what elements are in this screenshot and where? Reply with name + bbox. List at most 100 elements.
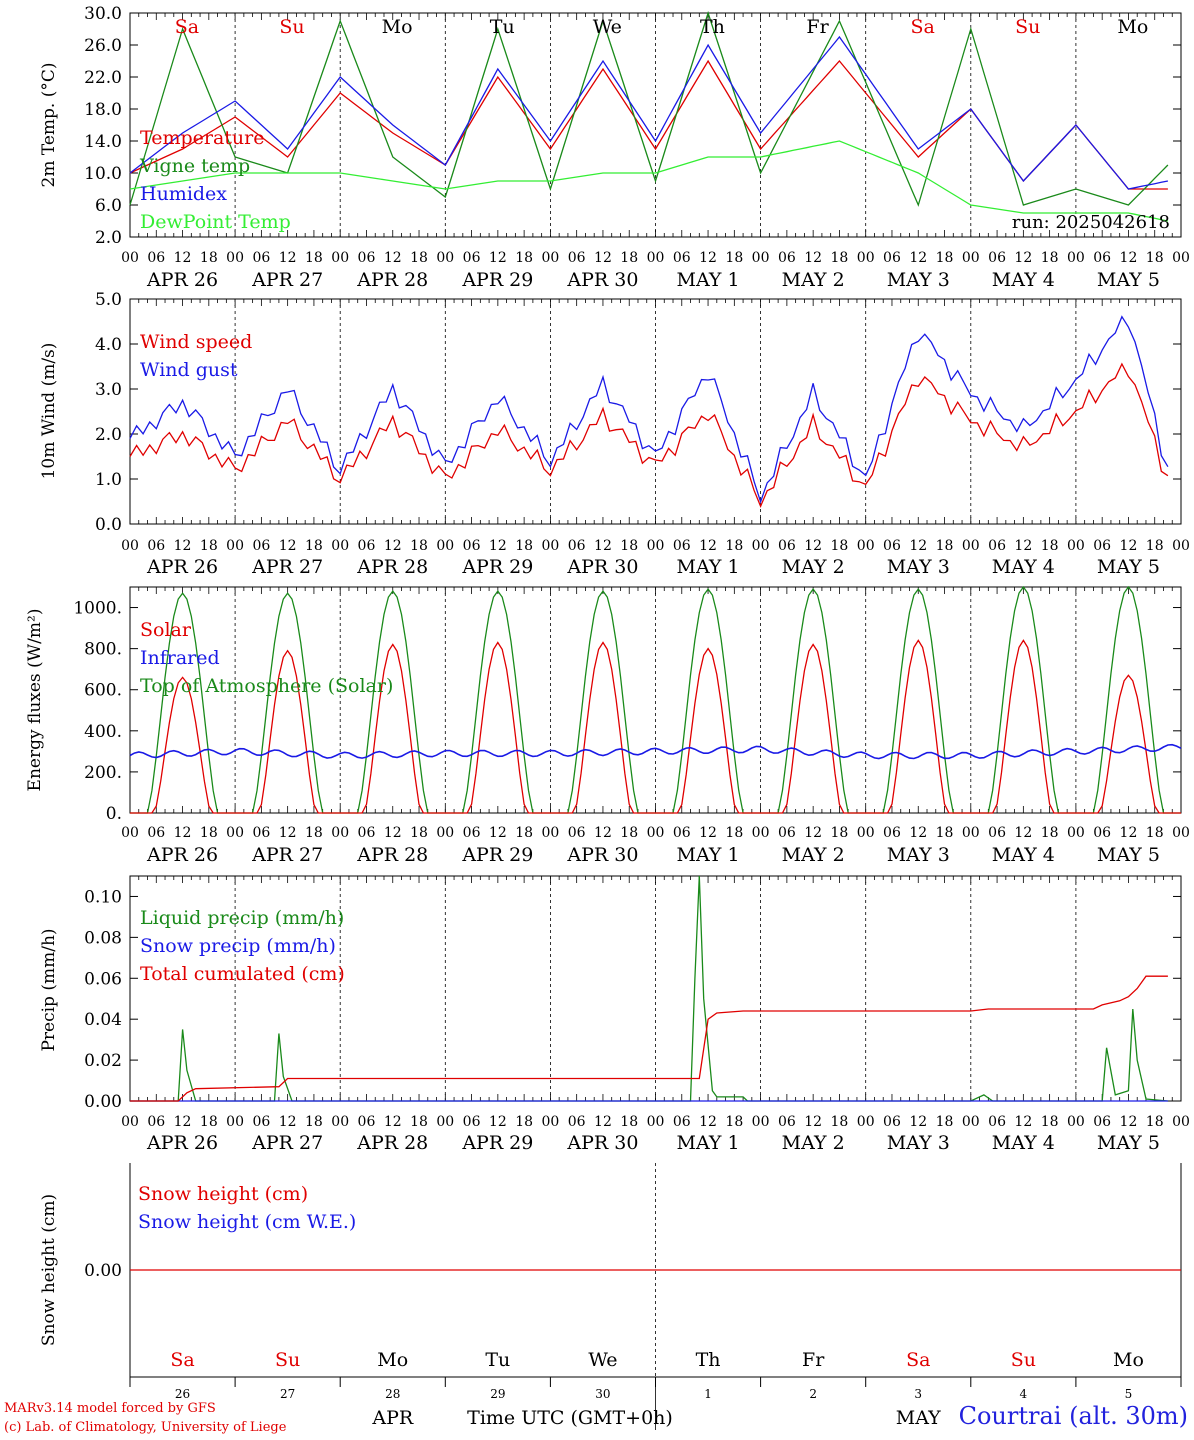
y-tick-label: 1.0 (95, 470, 122, 490)
series-wind-gust (129, 315, 1169, 504)
legend-entry: Snow height (cm W.E.) (138, 1211, 356, 1233)
date-label: APR 30 (566, 844, 638, 866)
x-tick-label: 06 (463, 250, 481, 266)
x-tick-label: 06 (883, 250, 901, 266)
x-tick-label: 00 (226, 1114, 244, 1130)
legend-entry: Vigne temp (139, 155, 250, 177)
date-label: MAY 2 (782, 844, 845, 866)
x-tick-label: 12 (804, 1114, 822, 1130)
date-label: MAY 2 (782, 556, 845, 578)
x-tick-label: 00 (226, 250, 244, 266)
x-tick-label: 00 (857, 1114, 875, 1130)
x-tick-label: 12 (279, 825, 297, 841)
day-name: Su (279, 16, 304, 38)
date-label: MAY 4 (992, 269, 1055, 291)
x-tick-label: 06 (568, 825, 586, 841)
series-total-cumulated-cm- (130, 975, 1168, 1102)
date-label: APR 27 (251, 269, 323, 291)
date-label: MAY 4 (992, 556, 1055, 578)
x-tick-label: 12 (384, 1114, 402, 1130)
day-name: Th (700, 16, 725, 38)
x-tick-label: 18 (936, 825, 954, 841)
x-tick-label: 06 (358, 825, 376, 841)
x-tick-label: 12 (1120, 1114, 1138, 1130)
legend-entry: Solar (140, 619, 192, 641)
x-tick-label: 12 (594, 825, 612, 841)
x-tick-label: 12 (384, 538, 402, 554)
x-tick-label: 06 (358, 250, 376, 266)
x-tick-label: 00 (647, 825, 665, 841)
x-tick-label: 18 (725, 825, 743, 841)
x-tick-label: 12 (279, 250, 297, 266)
legend-entry: Wind gust (140, 359, 238, 381)
x-tick-label: 06 (673, 825, 691, 841)
x-tick-label: 12 (279, 538, 297, 554)
day-name: Mo (1113, 1349, 1144, 1371)
y-tick-label: 10.0 (84, 164, 122, 184)
x-tick-label: 00 (1067, 250, 1085, 266)
x-tick-label: 00 (331, 250, 349, 266)
x-tick-label: 18 (1041, 1114, 1059, 1130)
date-label: MAY 2 (782, 269, 845, 291)
x-tick-label: 00 (962, 825, 980, 841)
series-humidex (129, 35, 1169, 190)
x-tick-label: 18 (515, 538, 533, 554)
x-tick-label: 06 (358, 1114, 376, 1130)
day-name: Sa (906, 1349, 930, 1371)
x-tick-label: 06 (1093, 825, 1111, 841)
date-label: APR 29 (461, 1132, 533, 1154)
x-tick-label: 12 (909, 1114, 927, 1130)
x-tick-label: 06 (988, 1114, 1006, 1130)
x-tick-label: 06 (147, 250, 165, 266)
x-tick-label: 00 (1067, 1114, 1085, 1130)
day-name: We (588, 1349, 617, 1371)
x-tick-label: 06 (568, 538, 586, 554)
y-tick-label: 14.0 (84, 132, 122, 152)
month-label-may: MAY (896, 1407, 941, 1429)
x-tick-label: 06 (1093, 1114, 1111, 1130)
date-label: APR 27 (251, 1132, 323, 1154)
y-tick-label: 0.04 (84, 1010, 122, 1030)
x-tick-label: 18 (305, 825, 323, 841)
date-label: MAY 3 (887, 1132, 950, 1154)
x-tick-label: 12 (489, 1114, 507, 1130)
x-tick-label: 06 (778, 825, 796, 841)
x-tick-label: 00 (331, 538, 349, 554)
date-label: MAY 5 (1097, 844, 1160, 866)
x-tick-label: 18 (936, 1114, 954, 1130)
x-tick-label: 18 (831, 1114, 849, 1130)
date-label: APR 26 (146, 269, 218, 291)
x-tick-label: 12 (384, 825, 402, 841)
date-label: MAY 3 (887, 269, 950, 291)
legend-entry: Humidex (140, 183, 227, 205)
x-tick-label: 00 (962, 250, 980, 266)
precip-y-axis-label: Precip (mm/h) (39, 928, 59, 1051)
x-tick-label: 06 (568, 1114, 586, 1130)
x-tick-label: 06 (883, 538, 901, 554)
day-number: 1 (704, 1387, 712, 1401)
y-tick-label: 0.00 (84, 1261, 122, 1281)
x-tick-label: 18 (305, 250, 323, 266)
date-label: APR 30 (566, 269, 638, 291)
date-label: APR 28 (356, 844, 428, 866)
date-label: APR 27 (251, 844, 323, 866)
y-tick-label: 0.06 (84, 969, 122, 989)
x-tick-label: 12 (699, 825, 717, 841)
day-name: Th (696, 1349, 721, 1371)
x-tick-label: 00 (436, 825, 454, 841)
x-tick-label: 06 (1093, 250, 1111, 266)
day-name: Su (1011, 1349, 1036, 1371)
date-label: MAY 3 (887, 844, 950, 866)
x-tick-label: 18 (725, 250, 743, 266)
x-tick-label: 06 (463, 1114, 481, 1130)
date-label: MAY 4 (992, 844, 1055, 866)
legend-entry: Liquid precip (mm/h) (140, 907, 344, 929)
x-tick-label: 00 (1172, 250, 1190, 266)
wind-panel-frame (129, 298, 1182, 525)
y-tick-label: 0. (106, 804, 122, 824)
day-name: We (593, 16, 622, 38)
x-tick-label: 18 (831, 538, 849, 554)
x-tick-label: 12 (699, 250, 717, 266)
date-label: APR 30 (566, 556, 638, 578)
date-label: APR 29 (461, 844, 533, 866)
